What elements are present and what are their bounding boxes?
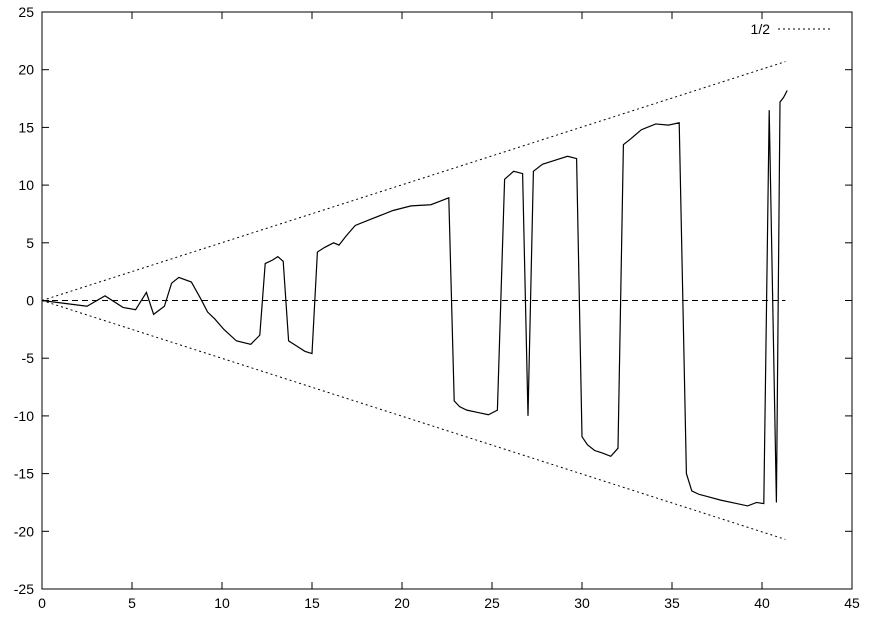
x-tick-label: 0 [38, 595, 46, 611]
x-tick-label: 45 [844, 595, 860, 611]
legend: 1/2 [751, 21, 832, 37]
x-tick-label: 10 [214, 595, 230, 611]
series-layer [41, 61, 788, 540]
y-tick-label: -15 [14, 466, 34, 482]
y-tick-label: 10 [18, 177, 34, 193]
y-tick-label: 5 [26, 235, 34, 251]
y-tick-label: 15 [18, 119, 34, 135]
y-tick-label: 25 [18, 4, 34, 20]
axis-tick-labels: 0 5 10 15 20 25 30 35 40 45 -25 -20 -15 -10 -5 0 5 10 15 20… [14, 4, 860, 611]
series-line-3 [41, 90, 788, 507]
x-tick-label: 20 [394, 595, 410, 611]
y-tick-label: 20 [18, 62, 34, 78]
x-tick-label: 40 [754, 595, 770, 611]
y-tick-label: -20 [14, 523, 34, 539]
x-tick-label: 5 [128, 595, 136, 611]
legend-label: 1/2 [751, 21, 771, 37]
series-line-1 [41, 300, 786, 540]
x-tick-label: 35 [664, 595, 680, 611]
x-tick-label: 15 [304, 595, 320, 611]
x-tick-label: 25 [484, 595, 500, 611]
y-tick-label: 0 [26, 293, 34, 309]
axis-ticks [41, 11, 853, 590]
y-tick-label: -25 [14, 581, 34, 597]
series-line-0 [41, 61, 786, 301]
x-tick-label: 30 [574, 595, 590, 611]
y-tick-label: -5 [22, 350, 35, 366]
y-tick-label: -10 [14, 408, 34, 424]
plot-frame [41, 11, 853, 590]
